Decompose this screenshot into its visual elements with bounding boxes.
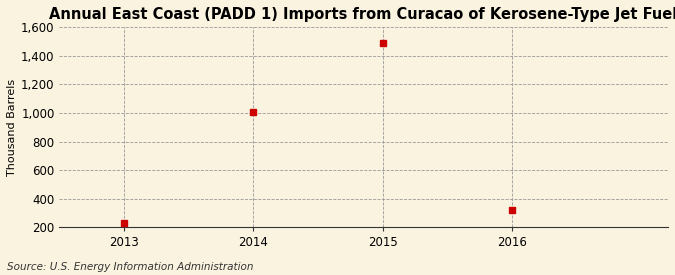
Text: Source: U.S. Energy Information Administration: Source: U.S. Energy Information Administ… [7,262,253,272]
Title: Annual East Coast (PADD 1) Imports from Curacao of Kerosene-Type Jet Fuel: Annual East Coast (PADD 1) Imports from … [49,7,675,22]
Y-axis label: Thousand Barrels: Thousand Barrels [7,79,17,176]
